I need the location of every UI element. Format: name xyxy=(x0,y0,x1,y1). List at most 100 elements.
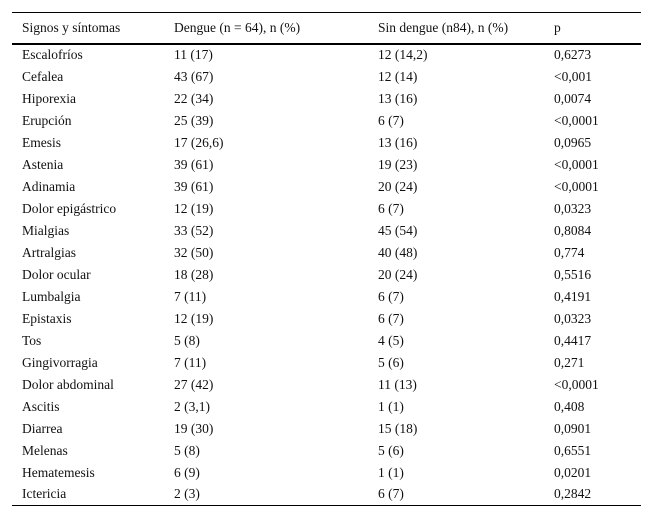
table-cell: 0,774 xyxy=(554,244,585,260)
table-cell: 0,5516 xyxy=(554,266,592,282)
table-cell: <0,0001 xyxy=(554,178,599,194)
data-table: Signos y síntomas Dengue (n = 64), n (%) S… xyxy=(12,12,641,506)
table-cell: Dolor epigástrico xyxy=(22,200,117,216)
table-cell: Astenia xyxy=(22,156,64,172)
table-cell: 0,2842 xyxy=(554,486,592,502)
table-cell: 40 (48) xyxy=(378,244,418,260)
table-row: Astenia 39 (61) 19 (23) <0,0001 xyxy=(12,154,641,176)
table-cell: 6 (7) xyxy=(378,288,404,304)
table-row: Lumbalgia 7 (11) 6 (7) 0,4191 xyxy=(12,286,641,308)
table-cell: Dolor ocular xyxy=(22,266,91,282)
table-cell: Dolor abdominal xyxy=(22,376,114,392)
table-cell: 2 (3,1) xyxy=(174,398,210,414)
table-cell: Melenas xyxy=(22,442,68,458)
table-cell: Cefalea xyxy=(22,68,64,84)
table-row: Gingivorragia 7 (11) 5 (6) 0,271 xyxy=(12,352,641,374)
header-cell: p xyxy=(554,19,561,35)
table-cell: 6 (7) xyxy=(378,486,404,502)
table-row: Hematemesis 6 (9) 1 (1) 0,0201 xyxy=(12,462,641,484)
table-cell: 12 (19) xyxy=(174,310,214,326)
table-cell: 17 (26,6) xyxy=(174,134,224,150)
table-cell: 6 (7) xyxy=(378,310,404,326)
table-cell: 1 (1) xyxy=(378,464,404,480)
table-cell: 19 (23) xyxy=(378,156,418,172)
table-cell: 27 (42) xyxy=(174,376,214,392)
table-cell: 0,4191 xyxy=(554,288,592,304)
table-cell: 5 (6) xyxy=(378,354,404,370)
table-row: Dolor abdominal 27 (42) 11 (13) <0,0001 xyxy=(12,374,641,396)
table-cell: Hiporexia xyxy=(22,90,76,106)
table-cell: 0,0965 xyxy=(554,134,592,150)
table-row: Erupción 25 (39) 6 (7) <0,0001 xyxy=(12,110,641,132)
table-cell: 12 (14,2) xyxy=(378,47,428,62)
table-cell: 11 (17) xyxy=(174,47,213,62)
table-cell: Epistaxis xyxy=(22,310,72,326)
table-cell: 33 (52) xyxy=(174,222,214,238)
table-cell: <0,0001 xyxy=(554,156,599,172)
table-cell: 5 (6) xyxy=(378,442,404,458)
table-cell: Tos xyxy=(22,332,42,348)
table-cell: Ascitis xyxy=(22,398,60,414)
header-cell: Signos y síntomas xyxy=(22,19,121,35)
table-cell: 6 (9) xyxy=(174,464,200,480)
table-cell: Mialgias xyxy=(22,222,70,238)
table-cell: 20 (24) xyxy=(378,178,418,194)
table-cell: 13 (16) xyxy=(378,134,418,150)
table-cell: 0,4417 xyxy=(554,332,592,348)
header-cell: Sin dengue (n84), n (%) xyxy=(378,19,509,35)
table-cell: 12 (19) xyxy=(174,200,214,216)
table-cell: 6 (7) xyxy=(378,200,404,216)
table-row: Ictericia 2 (3) 6 (7) 0,2842 xyxy=(12,484,641,506)
table-cell: Adinamia xyxy=(22,178,76,194)
table-cell: 39 (61) xyxy=(174,178,214,194)
table-cell: <0,001 xyxy=(554,68,592,84)
table-body: Escalofríos 11 (17) 12 (14,2) 0,6273 Cefalea… xyxy=(12,44,641,506)
table-cell: 39 (61) xyxy=(174,156,214,172)
table-cell: 13 (16) xyxy=(378,90,418,106)
table-row: Mialgias 33 (52) 45 (54) 0,8084 xyxy=(12,220,641,242)
table-container: Signos y síntomas Dengue (n = 64), n (%) S… xyxy=(12,12,641,506)
table-cell: 12 (14) xyxy=(378,68,418,84)
table-cell: 0,6273 xyxy=(554,47,592,62)
table-row: Dolor ocular 18 (28) 20 (24) 0,5516 xyxy=(12,264,641,286)
header-row: Signos y síntomas Dengue (n = 64), n (%) S… xyxy=(12,12,641,44)
table-cell: 7 (11) xyxy=(174,288,207,304)
table-cell: 45 (54) xyxy=(378,222,418,238)
table-cell: Erupción xyxy=(22,112,72,128)
table-cell: Escalofríos xyxy=(22,47,83,62)
table-cell: <0,0001 xyxy=(554,112,599,128)
table-row: Cefalea 43 (67) 12 (14) <0,001 xyxy=(12,66,641,88)
table-cell: 0,0201 xyxy=(554,464,592,480)
table-cell: 0,6551 xyxy=(554,442,592,458)
table-cell: 0,271 xyxy=(554,354,585,370)
table-cell: 0,8084 xyxy=(554,222,592,238)
table-row: Hiporexia 22 (34) 13 (16) 0,0074 xyxy=(12,88,641,110)
table-cell: 11 (13) xyxy=(378,376,417,392)
table-row: Adinamia 39 (61) 20 (24) <0,0001 xyxy=(12,176,641,198)
table-cell: 4 (5) xyxy=(378,332,404,348)
table-row: Diarrea 19 (30) 15 (18) 0,0901 xyxy=(12,418,641,440)
table-cell: 22 (34) xyxy=(174,90,214,106)
table-cell: 0,0323 xyxy=(554,310,592,326)
header-cell: Dengue (n = 64), n (%) xyxy=(174,19,301,35)
table-cell: Emesis xyxy=(22,134,61,150)
table-cell: 20 (24) xyxy=(378,266,418,282)
table-cell: 0,0901 xyxy=(554,420,592,436)
table-cell: 1 (1) xyxy=(378,398,404,414)
table-cell: 25 (39) xyxy=(174,112,214,128)
table-cell: 15 (18) xyxy=(378,420,418,436)
table-row: Ascitis 2 (3,1) 1 (1) 0,408 xyxy=(12,396,641,418)
table-cell: Diarrea xyxy=(22,420,63,436)
table-cell: <0,0001 xyxy=(554,376,599,392)
table-cell: 6 (7) xyxy=(378,112,404,128)
table-row: Escalofríos 11 (17) 12 (14,2) 0,6273 xyxy=(12,44,641,66)
table-cell: 43 (67) xyxy=(174,68,214,84)
table-cell: 32 (50) xyxy=(174,244,214,260)
table-cell: 0,0323 xyxy=(554,200,592,216)
table-row: Dolor epigástrico 12 (19) 6 (7) 0,0323 xyxy=(12,198,641,220)
table-cell: 0,0074 xyxy=(554,90,592,106)
table-cell: 19 (30) xyxy=(174,420,214,436)
table-cell: 5 (8) xyxy=(174,332,200,348)
table-cell: Ictericia xyxy=(22,486,67,502)
